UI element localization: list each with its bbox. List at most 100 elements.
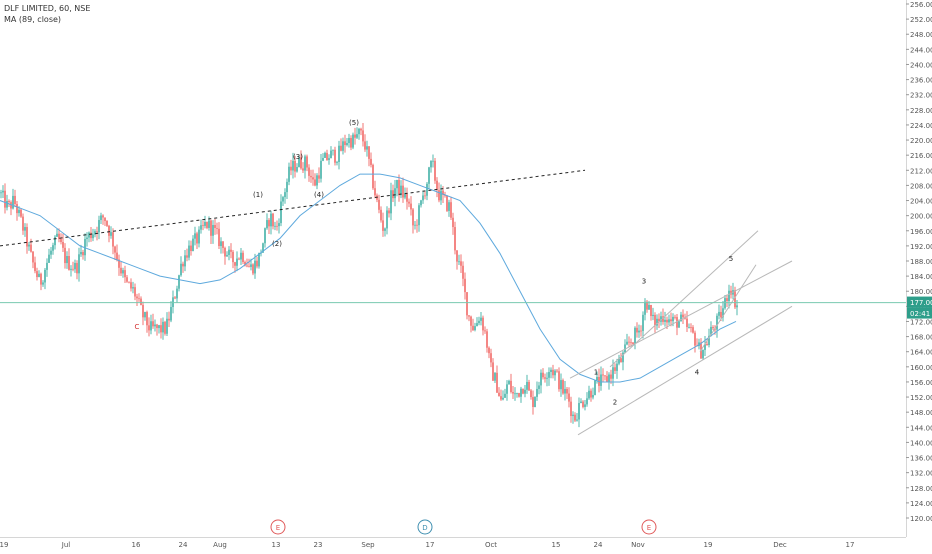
candle-body [650, 304, 652, 317]
candle-body [530, 390, 532, 398]
y-tick-label: 160.00 [910, 364, 932, 372]
candle-body [106, 220, 108, 226]
candle-body [398, 179, 400, 196]
candle-body [294, 160, 296, 172]
candle-body [728, 290, 730, 302]
channel-line[interactable] [577, 305, 793, 436]
candle-body [284, 192, 286, 198]
event-marker-circle[interactable] [270, 519, 286, 535]
candle-body [418, 205, 420, 226]
channel-line[interactable] [569, 260, 793, 379]
candle-body [576, 419, 578, 421]
candle-body [646, 301, 648, 310]
candle-body [634, 327, 636, 345]
y-tick-label: 168.00 [910, 334, 932, 342]
candle-body [466, 292, 468, 316]
candle-body [562, 380, 564, 394]
dotted-trendline[interactable] [0, 169, 586, 247]
candle-body [454, 227, 456, 251]
candle-body [204, 221, 206, 226]
y-tick-label: 180.00 [910, 288, 932, 296]
candle-body [456, 250, 458, 262]
candle-body [12, 195, 14, 209]
candle-body [488, 347, 490, 354]
candle-body [48, 254, 50, 263]
candle-body [318, 175, 320, 179]
candle-body [340, 145, 342, 151]
candle-body [388, 210, 390, 214]
candle-body [536, 388, 538, 397]
event-marker-label: E [647, 524, 651, 532]
candle-body [2, 190, 4, 193]
candle-body [564, 388, 566, 394]
candle-body [158, 325, 160, 329]
candle-body [36, 271, 38, 278]
candle-body [382, 220, 384, 231]
candle-body [78, 254, 80, 274]
candle-body [328, 158, 330, 160]
x-tick-label: 24 [594, 541, 603, 549]
candle-body [436, 180, 438, 191]
channel-line[interactable] [699, 264, 757, 352]
candle-body [476, 323, 478, 327]
event-marker-circle[interactable] [641, 519, 657, 535]
candle-body [276, 225, 278, 227]
y-tick-label: 256.00 [910, 1, 932, 9]
candle-body [472, 325, 474, 331]
candle-body [446, 195, 448, 211]
candle-body [94, 231, 96, 235]
candle-body [718, 311, 720, 316]
candle-body [52, 245, 54, 251]
candle-body [380, 209, 382, 221]
candle-body [544, 377, 546, 379]
candle-body [372, 164, 374, 189]
event-marker[interactable]: E [641, 519, 657, 535]
candle-body [210, 220, 212, 236]
candle-body [290, 166, 292, 171]
candle-body [378, 199, 380, 210]
candle-body [226, 254, 228, 257]
event-marker[interactable]: D [417, 519, 433, 535]
event-marker[interactable]: E [270, 519, 286, 535]
candle-body [582, 401, 584, 407]
channel-line[interactable] [609, 230, 759, 368]
candle-body [62, 241, 64, 248]
candle-body [706, 343, 708, 346]
y-tick-label: 152.00 [910, 394, 932, 402]
candle-body [490, 353, 492, 363]
candle-body [692, 327, 694, 333]
candle-body [342, 141, 344, 151]
y-tick-label: 252.00 [910, 16, 932, 24]
candle-body [496, 372, 498, 393]
wave-label: C [135, 323, 140, 331]
candle-body [272, 213, 274, 227]
candle-body [702, 349, 704, 359]
candle-body [310, 175, 312, 178]
candle-body [246, 265, 248, 267]
candle-body [152, 321, 154, 327]
x-tick-label: Oct [485, 541, 497, 549]
candle-body [366, 146, 368, 150]
candle-body [330, 150, 332, 159]
candle-body [404, 193, 406, 198]
y-tick-label: 240.00 [910, 61, 932, 69]
candle-body [42, 282, 44, 285]
y-tick-label: 140.00 [910, 439, 932, 447]
candle-body [28, 244, 30, 247]
candle-body [660, 316, 662, 322]
candle-body [50, 250, 52, 255]
candle-body [192, 238, 194, 252]
wave-label: (3) [293, 153, 303, 161]
candle-body [600, 374, 602, 386]
y-tick-label: 164.00 [910, 349, 932, 357]
candle-body [240, 252, 242, 260]
y-tick-label: 228.00 [910, 107, 932, 115]
candle-body [374, 188, 376, 196]
candle-body [206, 221, 208, 228]
event-marker-circle[interactable] [417, 519, 433, 535]
candle-body [502, 397, 504, 400]
candle-body [214, 224, 216, 229]
candle-body [572, 414, 574, 417]
